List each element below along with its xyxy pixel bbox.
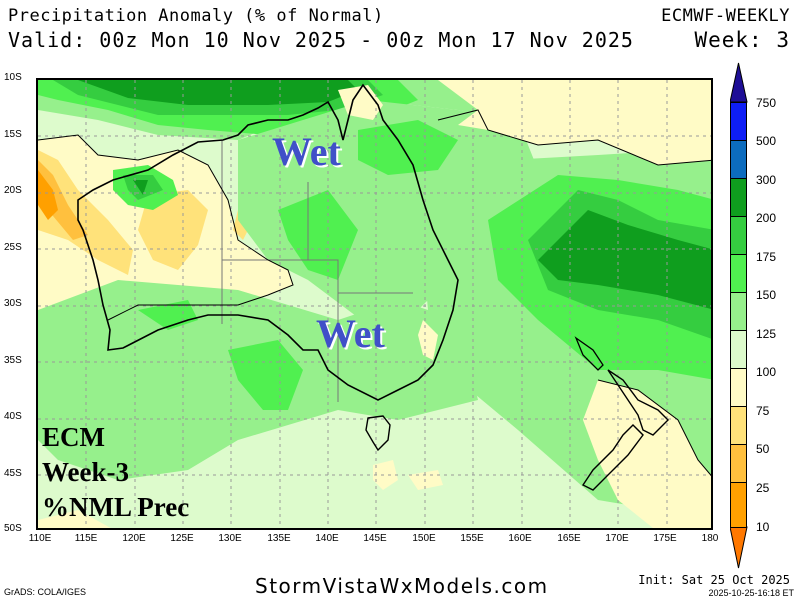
- model-name: ECMWF-WEEKLY: [661, 6, 790, 26]
- lon-label: 135E: [267, 533, 291, 544]
- lon-label: 125E: [170, 533, 194, 544]
- lat-label: 35S: [4, 355, 22, 366]
- lon-label: 110E: [28, 533, 52, 544]
- colorbar-label: 75: [756, 404, 770, 418]
- colorbar-legend: 750 500 300 200 175 150 125 100 75 50 25…: [730, 60, 800, 570]
- colorbar-label: 125: [756, 327, 777, 341]
- map-canvas: [38, 80, 711, 528]
- lon-label: 145E: [363, 533, 387, 544]
- colorbar-segment: [730, 368, 747, 407]
- lon-label: 155E: [460, 533, 484, 544]
- colorbar-label: 50: [756, 442, 770, 456]
- grads-credit: GrADS: COLA/IGES: [4, 587, 87, 597]
- model-overlay-label: ECM Week-3 %NML Prec: [42, 420, 189, 525]
- lon-label: 150E: [412, 533, 436, 544]
- colorbar-segment: [730, 102, 747, 141]
- overlay-line-variable: %NML Prec: [42, 492, 190, 522]
- colorbar-label: 500: [756, 134, 777, 148]
- colorbar-segment: [730, 178, 747, 217]
- lat-label: 50S: [4, 523, 22, 534]
- colorbar-label: 10: [756, 520, 770, 534]
- lat-label: 10S: [4, 72, 22, 83]
- colorbar-segment: [730, 330, 747, 369]
- lon-label: 175E: [653, 533, 677, 544]
- colorbar-segment: [730, 444, 747, 483]
- lat-label: 15S: [4, 129, 22, 140]
- lon-label: 115E: [74, 533, 98, 544]
- lon-label: 165E: [557, 533, 581, 544]
- lon-label: 130E: [218, 533, 242, 544]
- week-label: Week: 3: [694, 28, 790, 52]
- lon-label: 180: [701, 533, 719, 544]
- wet-annotation-south: Wet: [316, 311, 385, 356]
- lat-label: 40S: [4, 411, 22, 422]
- colorbar-segment: [730, 406, 747, 445]
- site-watermark: StormVistaWxModels.com: [255, 574, 549, 598]
- colorbar-segment: [730, 292, 747, 331]
- colorbar-segment: [730, 254, 747, 293]
- lat-label: 20S: [4, 185, 22, 196]
- colorbar-label: 300: [756, 173, 777, 187]
- lat-label: 25S: [4, 242, 22, 253]
- colorbar-label: 150: [756, 288, 777, 302]
- lat-label: 30S: [4, 298, 22, 309]
- lon-label: 120E: [122, 533, 146, 544]
- lon-label: 170E: [605, 533, 629, 544]
- colorbar-label: 25: [756, 481, 770, 495]
- valid-period: Valid: 00z Mon 10 Nov 2025 - 00z Mon 17 …: [8, 28, 634, 52]
- lon-label: 160E: [508, 533, 532, 544]
- chart-title: Precipitation Anomaly (% of Normal): [8, 6, 384, 26]
- colorbar-segment: [730, 216, 747, 255]
- colorbar-segment: [730, 482, 747, 528]
- lat-label: 45S: [4, 468, 22, 479]
- precip-anomaly-map[interactable]: [36, 78, 713, 530]
- overlay-line-model: ECM: [42, 422, 105, 452]
- lon-label: 140E: [315, 533, 339, 544]
- generation-timestamp: 2025-10-25-16:18 ET: [708, 588, 794, 598]
- colorbar-label: 750: [756, 96, 777, 110]
- wet-annotation-north: Wet: [272, 129, 341, 174]
- colorbar-label: 100: [756, 365, 777, 379]
- init-time: Init: Sat 25 Oct 2025: [638, 573, 790, 587]
- colorbar-label: 200: [756, 211, 777, 225]
- colorbar-segment: [730, 140, 747, 179]
- overlay-line-week: Week-3: [42, 457, 129, 487]
- colorbar-label: 175: [756, 250, 777, 264]
